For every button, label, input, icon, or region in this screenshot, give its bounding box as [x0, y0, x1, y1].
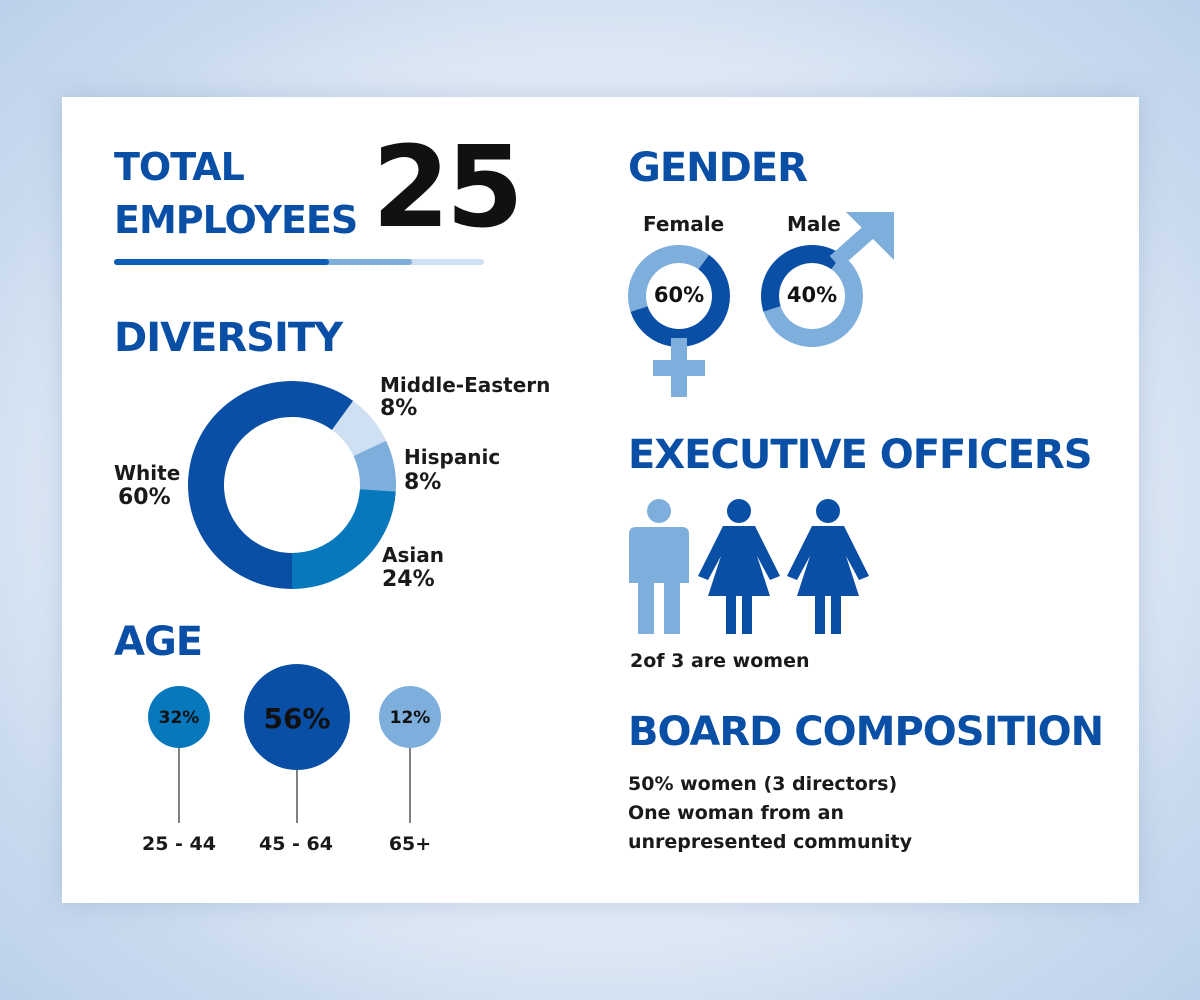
infographic-card [62, 97, 1139, 903]
gender-female-label: Female [643, 212, 725, 236]
age-pct-45-64: 56% [263, 702, 330, 735]
gender-female-pct: 60% [654, 283, 704, 307]
age-heading: AGE [114, 619, 203, 665]
progress-fill [114, 259, 329, 265]
diversity-pct-middle-eastern: 8% [380, 396, 418, 421]
total-heading-line1: TOTAL [114, 145, 245, 189]
diversity-label-white: White [114, 461, 181, 485]
age-range-65-plus: 65+ [389, 833, 431, 855]
age-bubble-45-64 [244, 664, 350, 770]
diversity-label-asian: Asian [382, 543, 444, 567]
diversity-slice-middle-eastern [331, 400, 387, 457]
female-symbol-crossbar [653, 360, 705, 376]
board-line-2: One woman from an [628, 802, 844, 824]
woman-icon [698, 499, 780, 634]
female-ring-rest [628, 244, 709, 312]
female-ring-fill [630, 254, 730, 347]
diversity-pct-white: 60% [118, 485, 171, 510]
diversity-pct-hispanic: 8% [404, 470, 442, 495]
age-pct-65-plus: 12% [390, 708, 431, 728]
board-text: 50% women (3 directors) One woman from a… [628, 770, 912, 857]
age-bubble-25-44 [148, 686, 210, 748]
executive-caption: 2of 3 are women [630, 650, 810, 672]
diversity-label-middle-eastern: Middle-Eastern [380, 373, 551, 397]
diversity-slice-hispanic [353, 440, 396, 492]
age-pct-25-44: 32% [159, 708, 200, 728]
diversity-label-hispanic: Hispanic [404, 445, 501, 469]
board-line-1: 50% women (3 directors) [628, 773, 898, 795]
diversity-pct-asian: 24% [382, 567, 435, 592]
age-range-25-44: 25 - 44 [142, 833, 216, 855]
woman-icon [787, 499, 869, 634]
gender-male-pct: 40% [787, 283, 837, 307]
age-range-45-64: 45 - 64 [259, 833, 333, 855]
diversity-slice-asian [292, 489, 396, 589]
total-heading-line2: EMPLOYEES [114, 198, 358, 242]
gender-male-label: Male [787, 212, 841, 236]
executive-heading: EXECUTIVE OFFICERS [628, 432, 1093, 478]
board-heading: BOARD COMPOSITION [628, 709, 1104, 755]
total-employees-count: 25 [372, 123, 524, 253]
male-ring-rest [763, 254, 864, 347]
age-bubble-65-plus [379, 686, 441, 748]
male-ring-fill [761, 245, 842, 312]
gender-heading: GENDER [628, 145, 808, 191]
diversity-slice-white [188, 381, 354, 589]
diversity-heading: DIVERSITY [114, 315, 343, 361]
man-icon [629, 499, 689, 634]
male-symbol-arrowhead [846, 212, 894, 260]
board-line-3: unrepresented community [628, 831, 913, 853]
